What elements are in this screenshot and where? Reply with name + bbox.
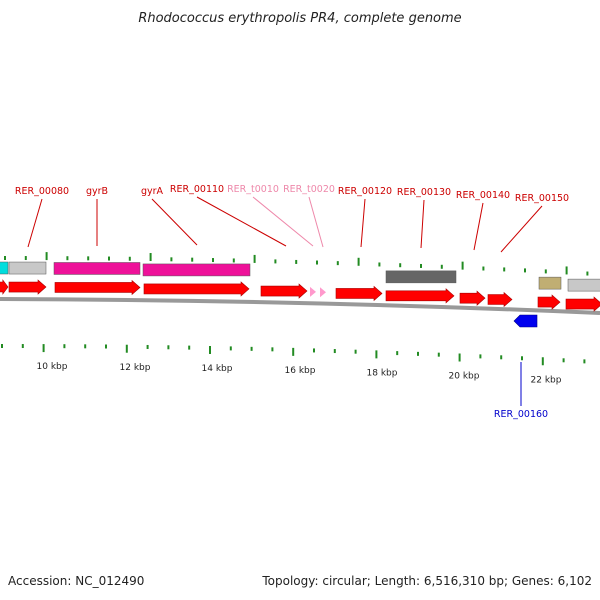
gene-label-rer-00140: RER_00140 <box>456 190 510 201</box>
scale-labels: 10 kbp 12 kbp 14 kbp 16 kbp 18 kbp 20 kbp 22 k… <box>37 362 562 385</box>
scale-label: 20 kbp <box>449 372 480 382</box>
gene-label-gyra: gyrA <box>141 186 164 197</box>
gene-label-rer-t0010: RER_t0010 <box>227 184 279 195</box>
feature-box <box>8 261 47 275</box>
scale-ticks <box>1 252 589 366</box>
trna-arrow <box>310 286 316 297</box>
trna-arrow <box>320 287 326 298</box>
gene-label-gyrb: gyrB <box>86 186 108 197</box>
genome-backbone <box>0 297 600 315</box>
forward-gene-arrow <box>54 279 141 296</box>
callout-leader-line <box>500 205 543 253</box>
forward-gene-arrow <box>335 285 383 302</box>
feature-box <box>142 263 251 277</box>
forward-gene-arrow <box>385 288 455 304</box>
callout-leader-line <box>196 196 287 247</box>
callout-leader-line <box>420 199 425 249</box>
scale-label: 16 kbp <box>285 366 316 376</box>
map-title: Rhodococcus erythropolis PR4, complete g… <box>138 11 461 26</box>
forward-gene-arrow <box>487 291 513 308</box>
scale-label: 14 kbp <box>202 364 233 374</box>
scale-label: 18 kbp <box>367 369 398 379</box>
callout-leader-line <box>252 196 314 247</box>
forward-gene-arrow <box>143 281 250 297</box>
feature-box <box>538 276 562 290</box>
forward-gene-arrow <box>459 290 486 306</box>
callout-leader-line <box>308 196 324 248</box>
forward-gene-arrow <box>0 279 9 295</box>
gene-callouts: RER_00080 gyrB gyrA RER_00110 RER_t0010 RER_t… <box>15 184 569 420</box>
forward-gene-arrow <box>565 296 600 312</box>
feature-box <box>53 262 141 275</box>
feature-box <box>0 261 9 275</box>
gene-label-rer-00080: RER_00080 <box>15 186 69 197</box>
feature-box <box>567 278 600 292</box>
scale-label: 22 kbp <box>531 375 562 385</box>
gene-arrows <box>0 279 600 328</box>
gene-label-rer-00120: RER_00120 <box>338 186 392 197</box>
accession-text: Accession: NC_012490 <box>8 574 145 588</box>
callout-leader-line <box>27 198 43 248</box>
forward-gene-arrow <box>8 279 47 295</box>
genome-summary-text: Topology: circular; Length: 6,516,310 bp… <box>262 574 592 588</box>
callout-leader-line <box>473 202 484 251</box>
gene-label-rer-00150: RER_00150 <box>515 193 569 204</box>
gene-label-rer-00160: RER_00160 <box>494 409 548 420</box>
feature-boxes <box>0 261 600 292</box>
gene-label-rer-00110: RER_00110 <box>170 184 224 195</box>
gene-label-rer-00130: RER_00130 <box>397 187 451 198</box>
forward-gene-arrow <box>537 294 561 310</box>
callout-leader-line <box>151 198 198 246</box>
scale-label: 10 kbp <box>37 362 68 372</box>
gene-label-rer-t0020: RER_t0020 <box>283 184 335 195</box>
feature-box <box>385 270 457 284</box>
reverse-gene-arrow <box>513 314 538 328</box>
forward-gene-arrow <box>260 283 308 299</box>
callout-leader-line <box>360 198 366 248</box>
scale-label: 12 kbp <box>120 363 151 373</box>
